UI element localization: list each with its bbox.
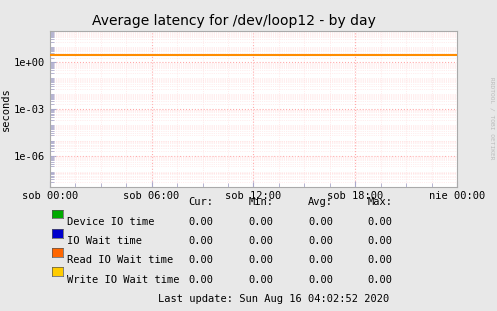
Text: Avg:: Avg: [308,197,333,207]
Text: Max:: Max: [368,197,393,207]
Text: 0.00: 0.00 [189,217,214,227]
Text: 0.00: 0.00 [368,255,393,265]
Text: IO Wait time: IO Wait time [67,236,142,246]
Text: Write IO Wait time: Write IO Wait time [67,275,179,285]
Text: 0.00: 0.00 [189,255,214,265]
Text: 0.00: 0.00 [308,236,333,246]
Text: 0.00: 0.00 [368,275,393,285]
Text: Last update: Sun Aug 16 04:02:52 2020: Last update: Sun Aug 16 04:02:52 2020 [158,294,389,304]
Text: 0.00: 0.00 [248,236,273,246]
Text: Cur:: Cur: [189,197,214,207]
Text: 0.00: 0.00 [189,275,214,285]
Text: Min:: Min: [248,197,273,207]
Text: 0.00: 0.00 [189,236,214,246]
Text: 0.00: 0.00 [248,217,273,227]
Text: 0.00: 0.00 [248,275,273,285]
Text: Read IO Wait time: Read IO Wait time [67,255,173,265]
Text: 0.00: 0.00 [308,275,333,285]
Text: RRDTOOL / TOBI OETIKER: RRDTOOL / TOBI OETIKER [490,77,495,160]
Text: 0.00: 0.00 [368,236,393,246]
Text: 0.00: 0.00 [248,255,273,265]
Text: 0.00: 0.00 [308,255,333,265]
Text: 0.00: 0.00 [308,217,333,227]
Text: 0.00: 0.00 [368,217,393,227]
Y-axis label: seconds: seconds [1,87,11,131]
Text: Average latency for /dev/loop12 - by day: Average latency for /dev/loop12 - by day [91,14,376,28]
Text: Device IO time: Device IO time [67,217,155,227]
